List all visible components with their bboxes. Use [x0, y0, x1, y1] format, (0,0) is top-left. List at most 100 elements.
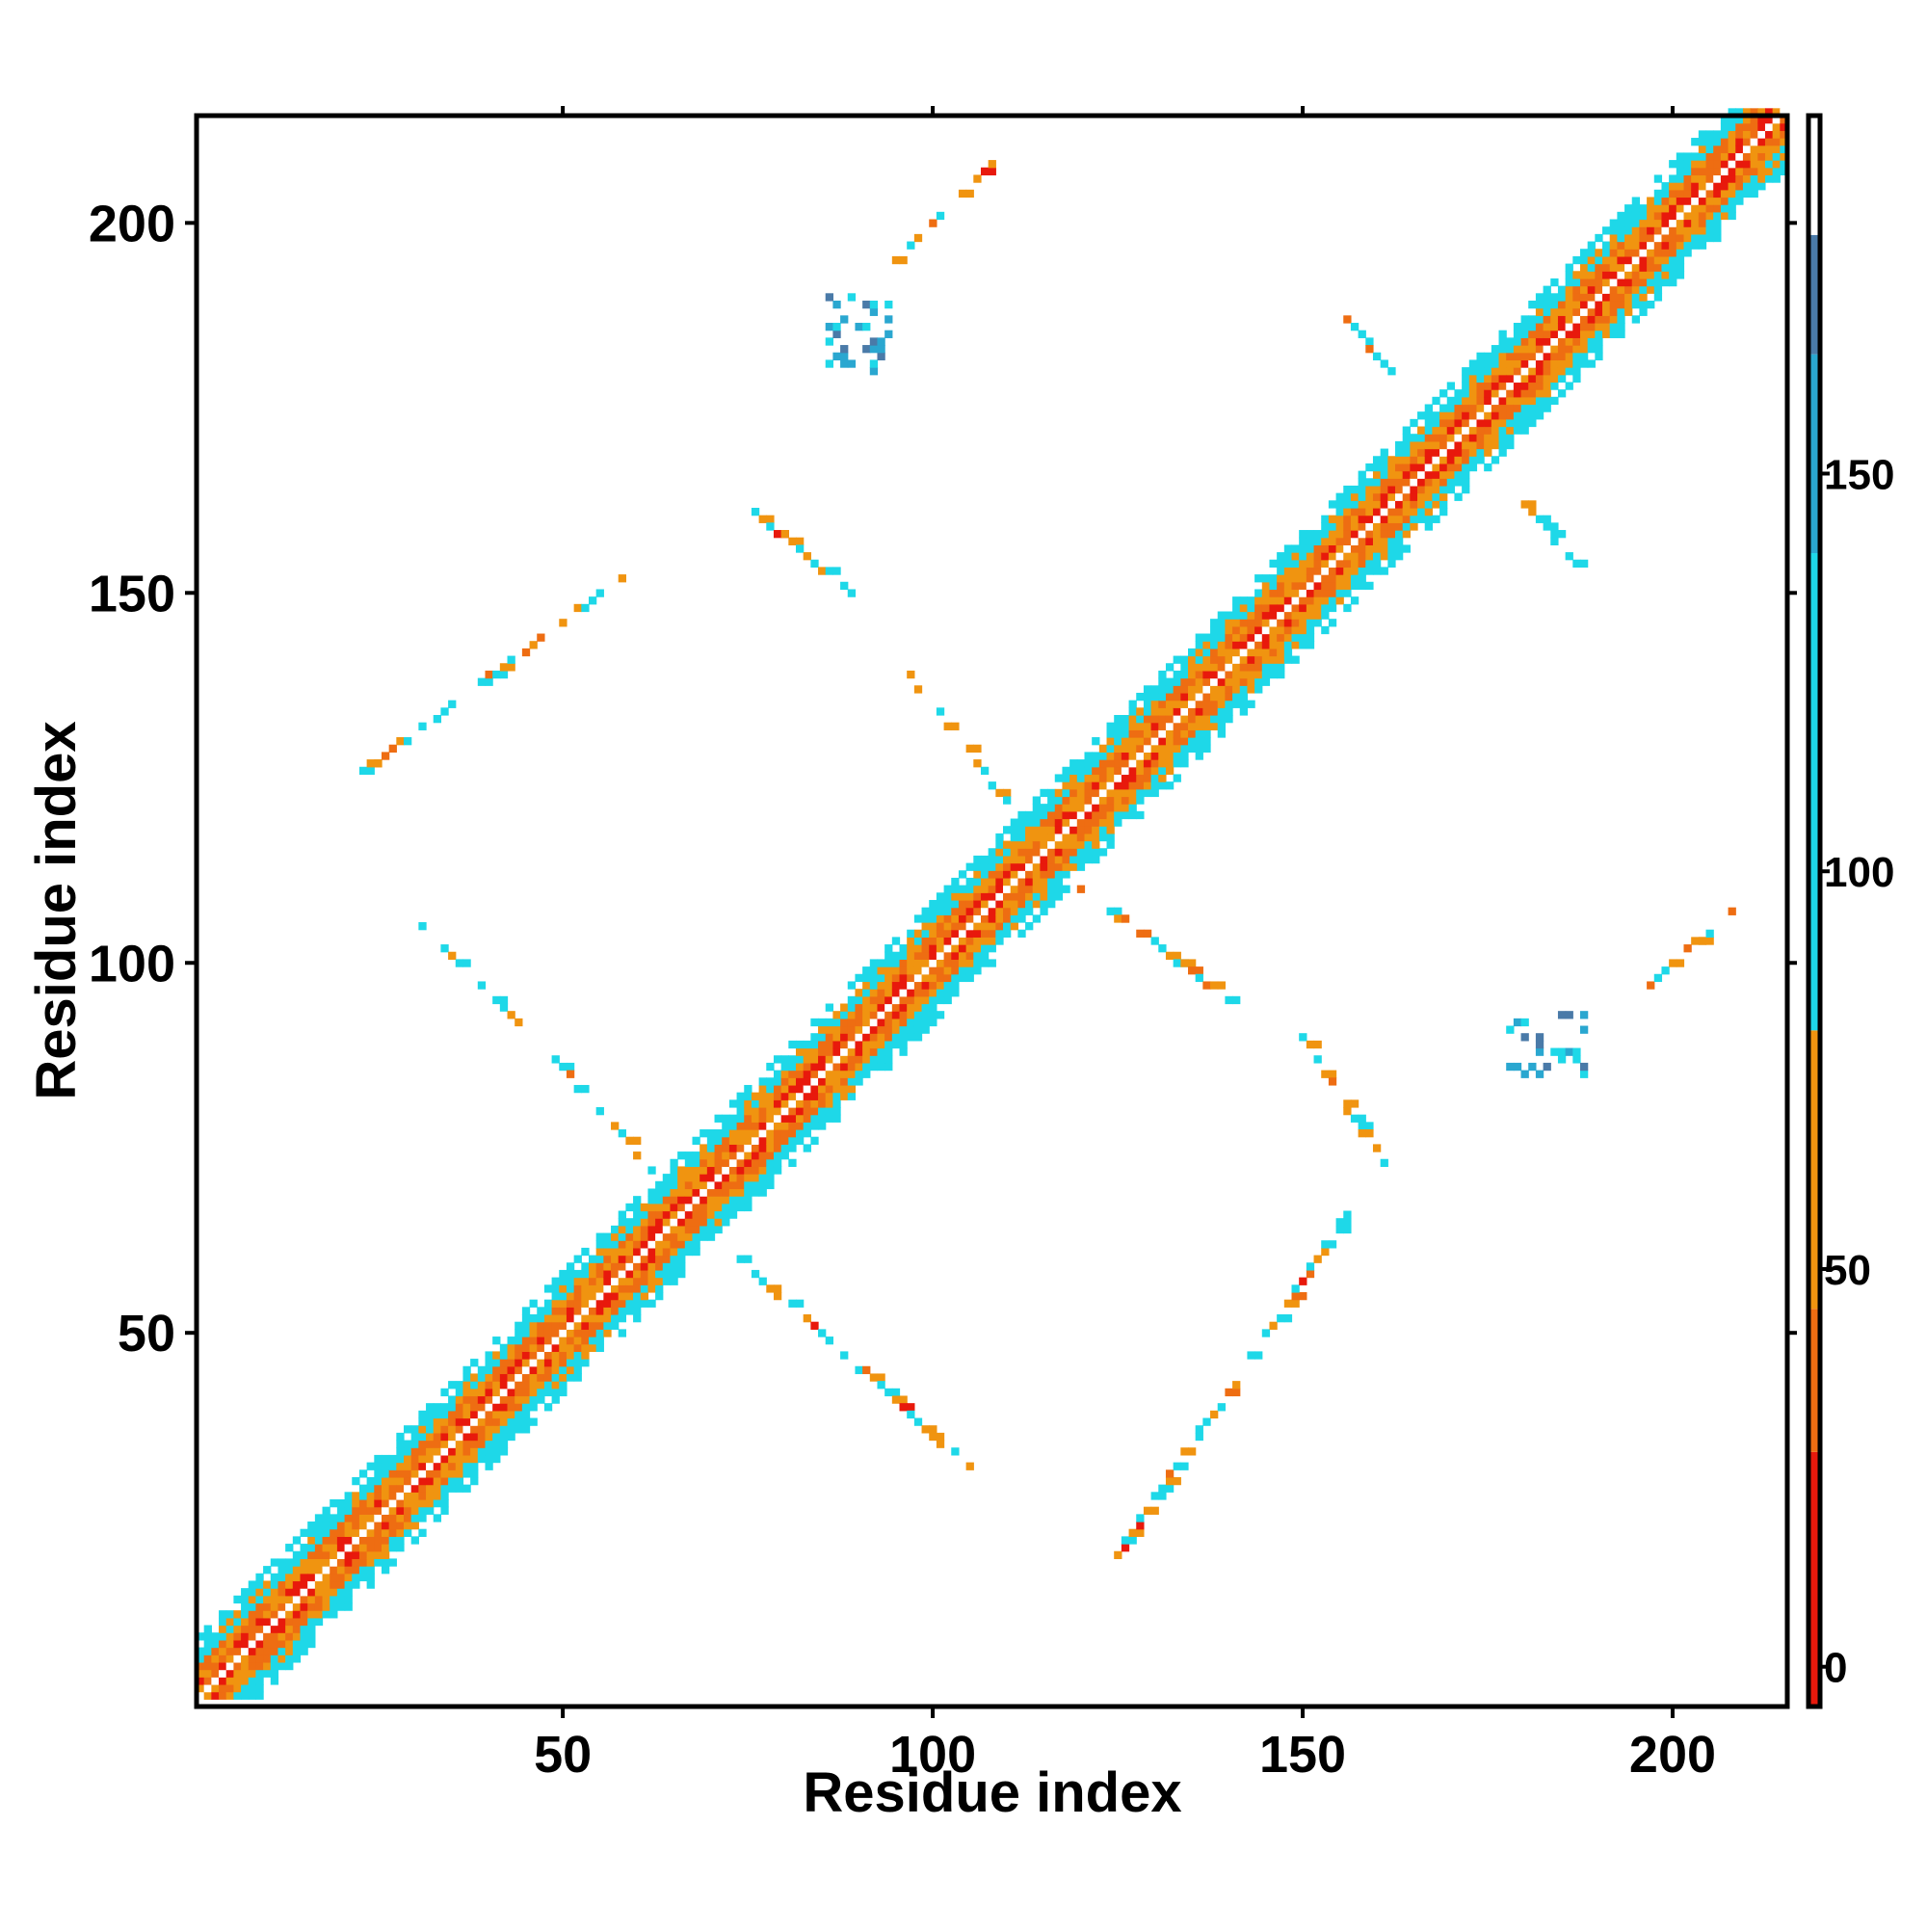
heatmap-cell	[1676, 197, 1685, 205]
heatmap-cell	[418, 1476, 427, 1486]
heatmap-cell	[1277, 663, 1285, 672]
heatmap-cell	[448, 1395, 457, 1404]
heatmap-cell	[1484, 463, 1492, 472]
heatmap-cell	[1313, 574, 1322, 583]
heatmap-cell	[625, 1277, 634, 1285]
heatmap-cell	[1062, 870, 1070, 879]
heatmap-cell	[573, 1321, 582, 1330]
heatmap-cell	[862, 1003, 871, 1012]
heatmap-cell	[1180, 959, 1189, 967]
heatmap-cell	[211, 1661, 220, 1671]
heatmap-cell	[1595, 352, 1603, 361]
heatmap-cell	[1158, 774, 1167, 782]
heatmap-cell	[832, 1011, 841, 1019]
heatmap-cell	[1506, 345, 1515, 354]
heatmap-cell	[285, 1647, 294, 1655]
heatmap-cell	[1624, 300, 1633, 309]
heatmap-cell	[1720, 197, 1729, 205]
heatmap-cell	[862, 995, 871, 1005]
heatmap-cell	[322, 1566, 330, 1575]
heatmap-cell	[936, 707, 945, 716]
heatmap-cell	[1098, 818, 1108, 827]
heatmap-cell	[1565, 337, 1573, 346]
heatmap-cell	[1114, 744, 1122, 753]
heatmap-cell	[1010, 848, 1018, 857]
heatmap-cell	[877, 1033, 885, 1042]
heatmap-cell	[1261, 603, 1271, 613]
heatmap-cell	[277, 1661, 286, 1671]
heatmap-cell	[521, 1321, 531, 1330]
heatmap-cell	[1432, 456, 1440, 464]
heatmap-cell	[1165, 1484, 1175, 1493]
heatmap-cell	[796, 1070, 805, 1078]
heatmap-cell	[499, 995, 509, 1005]
heatmap-cell	[980, 167, 990, 176]
heatmap-cell	[1306, 641, 1315, 649]
heatmap-cell	[692, 1174, 700, 1182]
heatmap-cell	[515, 1381, 523, 1389]
heatmap-cell	[492, 1351, 501, 1360]
heatmap-cell	[300, 1544, 308, 1552]
heatmap-cell	[1661, 966, 1670, 975]
heatmap-cell	[766, 1144, 775, 1152]
heatmap-cell	[1698, 152, 1707, 161]
heatmap-cell	[1543, 345, 1551, 354]
heatmap-cell	[485, 1388, 493, 1397]
heatmap-cell	[1254, 685, 1263, 694]
heatmap-cell	[1313, 530, 1322, 539]
heatmap-cell	[1239, 670, 1249, 679]
heatmap-cell	[433, 1447, 442, 1456]
heatmap-cell	[255, 1610, 264, 1619]
heatmap-cell	[440, 1440, 449, 1448]
heatmap-cell	[1513, 345, 1522, 354]
heatmap-cell	[255, 1617, 264, 1627]
heatmap-cell	[1084, 752, 1093, 760]
heatmap-cell	[1106, 729, 1115, 738]
heatmap-cell	[1609, 307, 1618, 316]
heatmap-cell	[381, 1454, 390, 1464]
heatmap-cell	[515, 1359, 523, 1367]
heatmap-cell	[662, 1188, 672, 1197]
heatmap-cell	[330, 1536, 338, 1545]
heatmap-cell	[1128, 722, 1137, 730]
heatmap-cell	[1520, 382, 1529, 390]
heatmap-cell	[1232, 619, 1241, 627]
heatmap-cell	[1432, 470, 1440, 479]
heatmap-cell	[751, 1122, 760, 1130]
heatmap-cell	[1506, 374, 1515, 384]
heatmap-cell	[492, 1337, 501, 1345]
heatmap-cell	[433, 1440, 442, 1448]
heatmap-cell	[263, 1647, 272, 1655]
heatmap-cell	[1180, 692, 1189, 701]
heatmap-cell	[995, 870, 1004, 879]
heatmap-cell	[965, 1462, 974, 1470]
heatmap-cell	[662, 1180, 672, 1190]
heatmap-cell	[1062, 766, 1070, 776]
heatmap-cell	[936, 981, 945, 990]
heatmap-cell	[1595, 293, 1603, 302]
heatmap-cell	[211, 1677, 220, 1685]
heatmap-cell	[543, 1365, 553, 1375]
heatmap-cell	[1269, 625, 1278, 635]
heatmap-cell	[1010, 914, 1018, 923]
heatmap-cell	[1025, 892, 1034, 901]
heatmap-cell	[551, 1395, 560, 1404]
heatmap-cell	[1121, 914, 1130, 923]
heatmap-cell	[448, 1462, 457, 1470]
heatmap-cell	[1062, 818, 1070, 827]
heatmap-cell	[1350, 500, 1359, 509]
heatmap-cell	[1676, 160, 1685, 169]
heatmap-cell	[847, 1070, 857, 1078]
heatmap-cell	[1202, 633, 1211, 642]
heatmap-cell	[1225, 995, 1233, 1005]
heatmap-cell	[344, 1558, 353, 1567]
heatmap-cell	[818, 1114, 827, 1123]
heatmap-cell	[566, 1307, 575, 1315]
heatmap-cell	[1550, 530, 1559, 539]
heatmap-cell	[307, 1602, 316, 1611]
heatmap-cell	[595, 1329, 604, 1337]
heatmap-cell	[1750, 152, 1758, 161]
heatmap-cell	[1631, 263, 1641, 272]
heatmap-cell	[418, 1462, 427, 1470]
heatmap-cell	[462, 1381, 471, 1389]
